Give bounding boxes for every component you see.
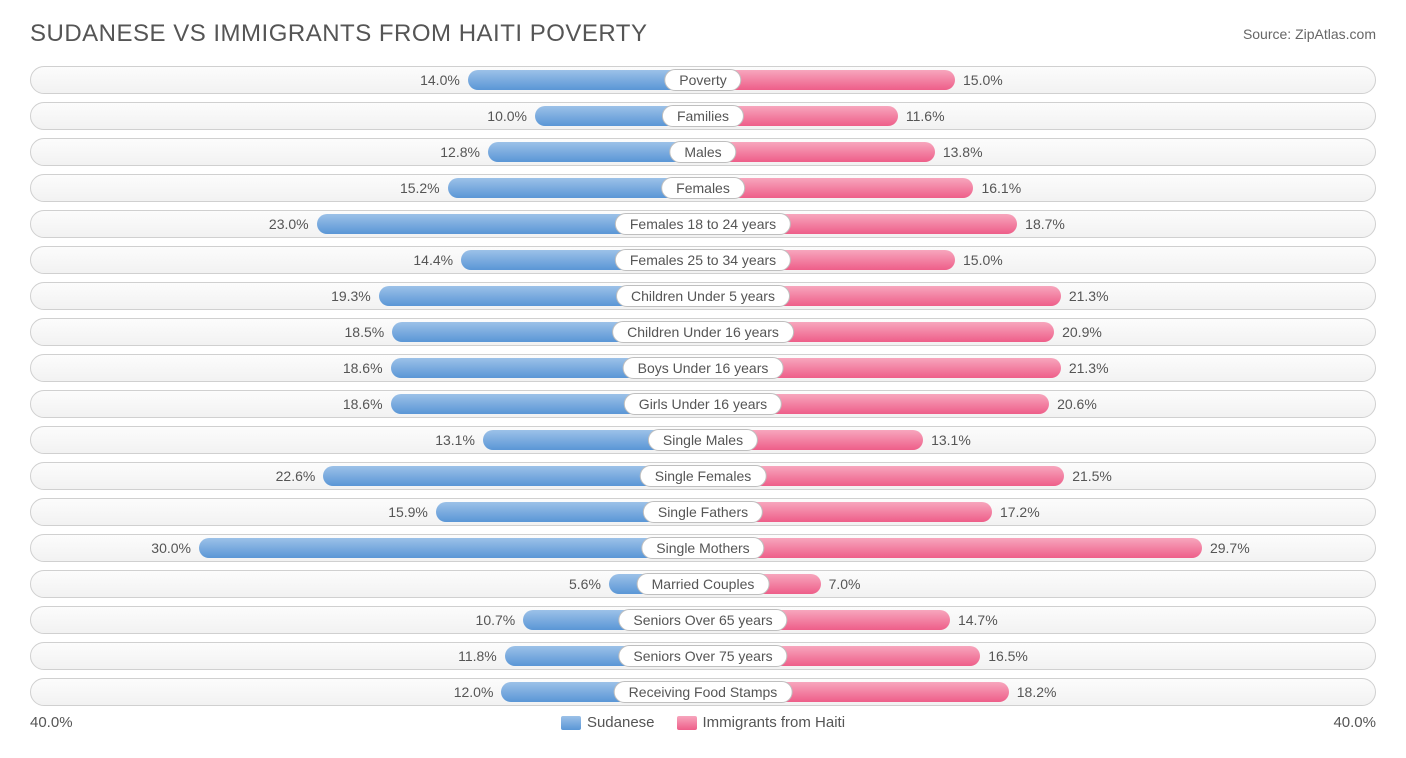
category-badge: Seniors Over 75 years (618, 645, 787, 667)
chart-row: 19.3% 21.3% Children Under 5 years (30, 282, 1376, 310)
category-badge: Single Males (648, 429, 758, 451)
value-left: 15.9% (388, 502, 428, 522)
category-badge: Families (662, 105, 744, 127)
value-right: 17.2% (1000, 502, 1040, 522)
chart-row: 15.9% 17.2% Single Fathers (30, 498, 1376, 526)
chart-header: SUDANESE VS IMMIGRANTS FROM HAITI POVERT… (30, 20, 1376, 48)
category-badge: Receiving Food Stamps (614, 681, 793, 703)
value-left: 13.1% (435, 430, 475, 450)
value-right: 13.1% (931, 430, 971, 450)
axis-max-left: 40.0% (30, 714, 73, 731)
chart-row: 12.8% 13.8% Males (30, 138, 1376, 166)
value-left: 10.0% (487, 106, 527, 126)
category-badge: Boys Under 16 years (623, 357, 784, 379)
source-label: Source: (1243, 26, 1291, 42)
category-badge: Seniors Over 65 years (618, 609, 787, 631)
legend-swatch-right (677, 716, 697, 730)
chart-row: 15.2% 16.1% Females (30, 174, 1376, 202)
value-right: 16.5% (988, 646, 1028, 666)
value-right: 11.6% (906, 106, 945, 126)
value-left: 12.0% (454, 682, 494, 702)
diverging-bar-chart: 14.0% 15.0% Poverty 10.0% 11.6% Families 12.8%… (30, 66, 1376, 706)
value-right: 7.0% (829, 574, 861, 594)
chart-row: 10.7% 14.7% Seniors Over 65 years (30, 606, 1376, 634)
bar-left (199, 538, 703, 558)
value-right: 15.0% (963, 70, 1003, 90)
value-left: 12.8% (440, 142, 480, 162)
category-badge: Single Females (640, 465, 767, 487)
value-left: 18.5% (345, 322, 385, 342)
value-right: 14.7% (958, 610, 998, 630)
bar-right (703, 538, 1202, 558)
bar-right (703, 142, 935, 162)
value-right: 16.1% (981, 178, 1021, 198)
value-right: 18.2% (1017, 682, 1057, 702)
value-right: 20.9% (1062, 322, 1102, 342)
value-left: 19.3% (331, 286, 371, 306)
chart-row: 12.0% 18.2% Receiving Food Stamps (30, 678, 1376, 706)
legend: Sudanese Immigrants from Haiti (561, 714, 845, 731)
source-name: ZipAtlas.com (1295, 26, 1376, 42)
chart-row: 18.6% 20.6% Girls Under 16 years (30, 390, 1376, 418)
chart-row: 14.0% 15.0% Poverty (30, 66, 1376, 94)
category-badge: Children Under 5 years (616, 285, 790, 307)
legend-label-right: Immigrants from Haiti (703, 714, 846, 731)
legend-item-left: Sudanese (561, 714, 655, 731)
value-right: 21.3% (1069, 358, 1109, 378)
legend-item-right: Immigrants from Haiti (677, 714, 846, 731)
category-badge: Males (669, 141, 736, 163)
value-left: 14.4% (413, 250, 453, 270)
axis-max-right: 40.0% (1333, 714, 1376, 731)
category-badge: Married Couples (637, 573, 770, 595)
value-left: 11.8% (458, 646, 497, 666)
chart-row: 10.0% 11.6% Families (30, 102, 1376, 130)
value-right: 18.7% (1025, 214, 1065, 234)
chart-row: 11.8% 16.5% Seniors Over 75 years (30, 642, 1376, 670)
chart-row: 23.0% 18.7% Females 18 to 24 years (30, 210, 1376, 238)
chart-row: 18.5% 20.9% Children Under 16 years (30, 318, 1376, 346)
value-right: 20.6% (1057, 394, 1097, 414)
chart-row: 18.6% 21.3% Boys Under 16 years (30, 354, 1376, 382)
value-right: 29.7% (1210, 538, 1250, 558)
category-badge: Poverty (664, 69, 741, 91)
value-left: 23.0% (269, 214, 309, 234)
value-left: 14.0% (420, 70, 460, 90)
chart-row: 22.6% 21.5% Single Females (30, 462, 1376, 490)
chart-row: 13.1% 13.1% Single Males (30, 426, 1376, 454)
chart-footer: 40.0% Sudanese Immigrants from Haiti 40.… (30, 714, 1376, 731)
value-left: 18.6% (343, 358, 383, 378)
chart-row: 5.6% 7.0% Married Couples (30, 570, 1376, 598)
chart-row: 30.0% 29.7% Single Mothers (30, 534, 1376, 562)
value-left: 18.6% (343, 394, 383, 414)
legend-label-left: Sudanese (587, 714, 655, 731)
category-badge: Children Under 16 years (612, 321, 794, 343)
chart-title: SUDANESE VS IMMIGRANTS FROM HAITI POVERT… (30, 20, 647, 48)
value-right: 15.0% (963, 250, 1003, 270)
value-right: 13.8% (943, 142, 983, 162)
value-left: 22.6% (276, 466, 316, 486)
value-right: 21.5% (1072, 466, 1112, 486)
category-badge: Females 25 to 34 years (615, 249, 791, 271)
category-badge: Girls Under 16 years (624, 393, 782, 415)
category-badge: Single Fathers (643, 501, 763, 523)
category-badge: Females (661, 177, 745, 199)
value-right: 21.3% (1069, 286, 1109, 306)
value-left: 15.2% (400, 178, 440, 198)
legend-swatch-left (561, 716, 581, 730)
value-left: 30.0% (151, 538, 191, 558)
category-badge: Single Mothers (641, 537, 764, 559)
value-left: 10.7% (476, 610, 516, 630)
chart-row: 14.4% 15.0% Females 25 to 34 years (30, 246, 1376, 274)
chart-source: Source: ZipAtlas.com (1243, 26, 1376, 42)
category-badge: Females 18 to 24 years (615, 213, 791, 235)
value-left: 5.6% (569, 574, 601, 594)
